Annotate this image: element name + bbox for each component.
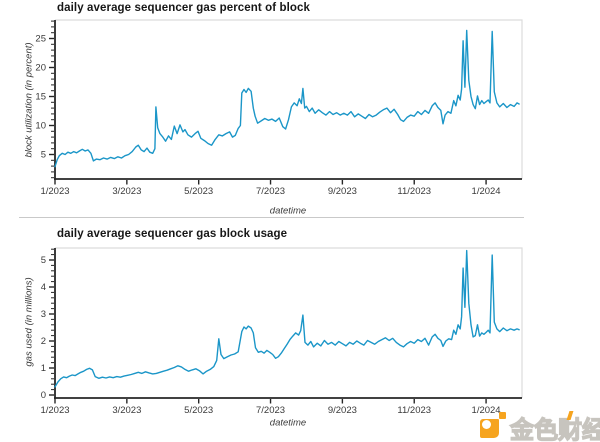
svg-text:9/2023: 9/2023 [328,405,357,416]
watermark: 金色财经 [478,409,600,442]
bottom-chart-series-line [54,249,520,388]
svg-text:5/2023: 5/2023 [184,186,213,197]
svg-text:20: 20 [35,63,46,74]
svg-text:1/2023: 1/2023 [40,405,69,416]
svg-text:1: 1 [41,363,46,374]
svg-text:10: 10 [35,121,46,132]
top-chart-x-axis-label: datetime [269,205,307,217]
svg-text:5: 5 [41,255,46,266]
svg-text:5: 5 [41,150,46,161]
bottom-chart-x-axis-label: datetime [269,417,307,429]
svg-text:3/2023: 3/2023 [112,405,141,416]
svg-text:3: 3 [41,309,46,320]
svg-text:11/2023: 11/2023 [397,405,431,416]
svg-text:0: 0 [41,390,46,401]
svg-text:25: 25 [35,34,46,45]
chart-divider [19,217,524,218]
svg-text:1/2024: 1/2024 [472,186,501,197]
svg-text:15: 15 [35,92,46,103]
svg-text:11/2023: 11/2023 [397,186,431,197]
chart-bottom: 0 1 2 3 4 5 1/2023 3/2023 5/2023 7/2023 9/2023 11/2… [40,247,523,416]
top-chart-series-line [54,29,520,168]
bottom-chart-title: daily average sequencer gas block usage [57,228,288,240]
svg-text:7/2023: 7/2023 [256,186,285,197]
watermark-text: 金色财经 [509,416,600,442]
svg-text:1/2024: 1/2024 [472,405,501,416]
plot-frame [55,19,523,179]
top-chart-title: daily average sequencer gas percent of b… [57,2,311,14]
svg-text:1/2023: 1/2023 [40,186,69,197]
top-chart-y-axis-label: block utilization (in percent) [23,42,35,158]
bottom-chart-y-axis-label: gas used (in millions) [23,277,35,367]
svg-text:4: 4 [41,282,46,293]
jinse-finance-logo-icon [480,412,507,439]
chart-top: 5 10 15 20 25 1/2023 3/2023 5/2023 7/2023 9/2023 1… [35,19,523,197]
svg-text:3/2023: 3/2023 [112,186,141,197]
svg-text:9/2023: 9/2023 [328,186,357,197]
svg-text:5/2023: 5/2023 [184,405,213,416]
svg-text:2: 2 [41,336,46,347]
plot-frame [55,247,523,398]
svg-text:7/2023: 7/2023 [256,405,285,416]
